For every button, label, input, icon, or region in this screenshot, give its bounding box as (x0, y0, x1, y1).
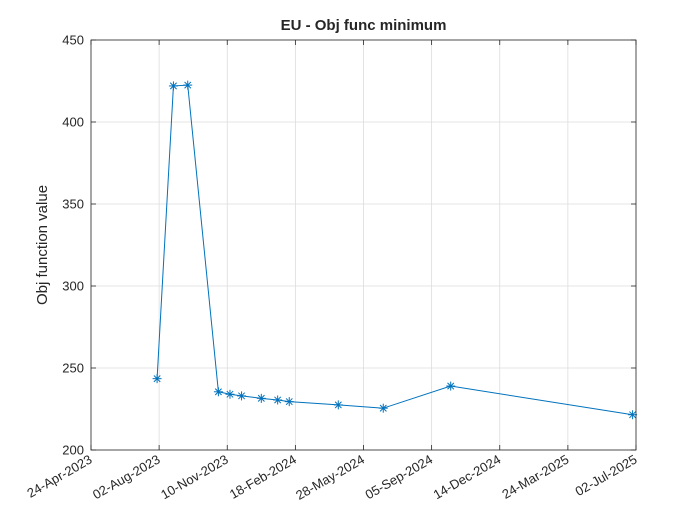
marker-stroke (285, 398, 293, 406)
data-point-marker (168, 81, 178, 91)
marker-stroke (379, 404, 387, 412)
series-layer (152, 80, 638, 420)
marker-stroke (214, 388, 222, 396)
grid-lines (90, 39, 637, 451)
data-point-marker (152, 374, 162, 384)
y-tick-label: 300 (62, 279, 84, 294)
tick-marks (90, 39, 637, 451)
marker-stroke (334, 401, 342, 409)
data-point-marker (284, 397, 294, 407)
marker-stroke (184, 81, 192, 89)
marker-stroke (629, 411, 637, 419)
y-tick-label: 400 (62, 115, 84, 130)
data-point-marker (628, 410, 638, 420)
marker-stroke (153, 375, 161, 383)
marker-stroke (447, 382, 455, 390)
marker-stroke (257, 394, 265, 402)
y-tick-label: 350 (62, 197, 84, 212)
data-point-marker (225, 389, 235, 399)
data-point-marker (333, 400, 343, 410)
data-point-marker (256, 393, 266, 403)
marker-stroke (169, 82, 177, 90)
marker-stroke (238, 392, 246, 400)
chart-title: EU - Obj func minimum (281, 17, 447, 34)
marker-stroke (274, 396, 282, 404)
y-tick-label: 200 (62, 443, 84, 458)
y-axis-label: Obj function value (34, 185, 51, 305)
data-point-marker (183, 80, 193, 90)
data-point-marker (213, 387, 223, 397)
y-tick-labels: 200 250 300 350 400 450 (62, 33, 84, 458)
data-point-marker (237, 391, 247, 401)
data-point-marker (273, 395, 283, 405)
data-point-marker (378, 403, 388, 413)
y-tick-label: 450 (62, 33, 84, 48)
y-tick-label: 250 (62, 361, 84, 376)
marker-stroke (226, 390, 234, 398)
data-point-marker (446, 381, 456, 391)
